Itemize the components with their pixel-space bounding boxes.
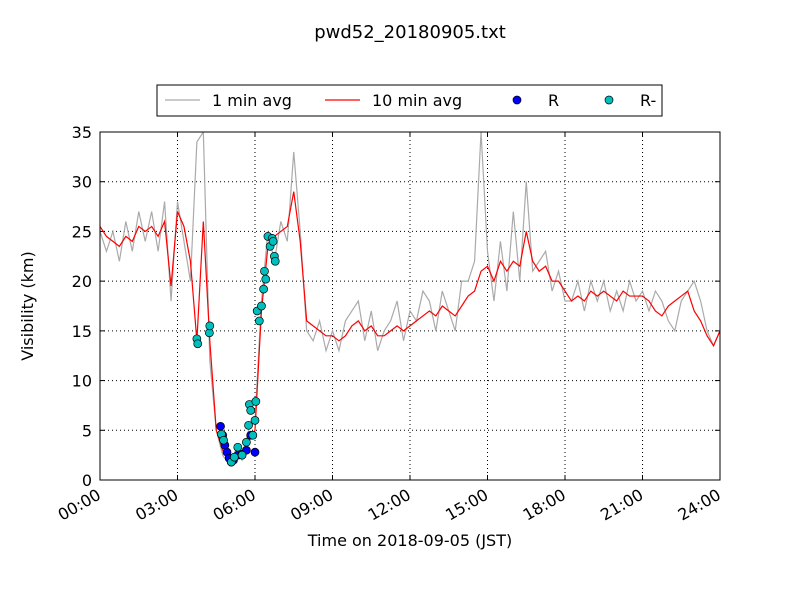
legend-swatch bbox=[604, 95, 614, 105]
data-point bbox=[233, 442, 243, 452]
y-tick-label: 15 bbox=[72, 322, 92, 341]
legend-box bbox=[156, 84, 663, 117]
data-point bbox=[268, 237, 278, 246]
y-tick-label: 10 bbox=[72, 372, 92, 391]
legend: 1 min avg 10 min avg R R- bbox=[165, 91, 656, 110]
data-point bbox=[229, 452, 239, 462]
data-point bbox=[250, 415, 260, 425]
y-axis-label: Visibility (km) bbox=[18, 251, 37, 360]
data-line bbox=[100, 132, 720, 467]
legend-label: 10 min avg bbox=[372, 91, 462, 110]
y-tick-label: 5 bbox=[82, 421, 92, 440]
plot-area bbox=[99, 131, 721, 481]
data-point bbox=[254, 316, 264, 326]
data-point bbox=[193, 339, 203, 349]
data-point bbox=[216, 421, 225, 431]
data-point bbox=[259, 284, 268, 294]
legend-label: 1 min avg bbox=[212, 91, 292, 110]
y-tick-label: 35 bbox=[72, 123, 92, 142]
data-line bbox=[100, 191, 720, 461]
legend-label: R- bbox=[640, 91, 656, 110]
legend-label: R bbox=[548, 91, 559, 110]
data-point bbox=[248, 430, 258, 440]
legend-swatch bbox=[512, 95, 522, 105]
y-tick-label: 25 bbox=[72, 222, 92, 241]
data-point bbox=[250, 447, 260, 457]
data-point bbox=[260, 266, 269, 276]
data-point bbox=[219, 435, 228, 445]
data-point bbox=[270, 256, 280, 266]
data-point bbox=[205, 321, 215, 331]
data-point bbox=[251, 397, 261, 406]
y-tick-label: 20 bbox=[72, 272, 92, 291]
data-point bbox=[257, 301, 266, 311]
y-tick-label: 0 bbox=[82, 471, 92, 490]
x-axis-label: Time on 2018-09-05 (JST) bbox=[307, 531, 512, 550]
axes-frame bbox=[99, 131, 721, 481]
y-tick-label: 30 bbox=[72, 173, 92, 192]
data-point bbox=[244, 420, 253, 430]
chart-title: pwd52_20180905.txt bbox=[314, 22, 506, 43]
data-point bbox=[242, 437, 251, 447]
data-point bbox=[246, 406, 256, 415]
data-point bbox=[261, 274, 271, 284]
data-point bbox=[237, 450, 247, 460]
